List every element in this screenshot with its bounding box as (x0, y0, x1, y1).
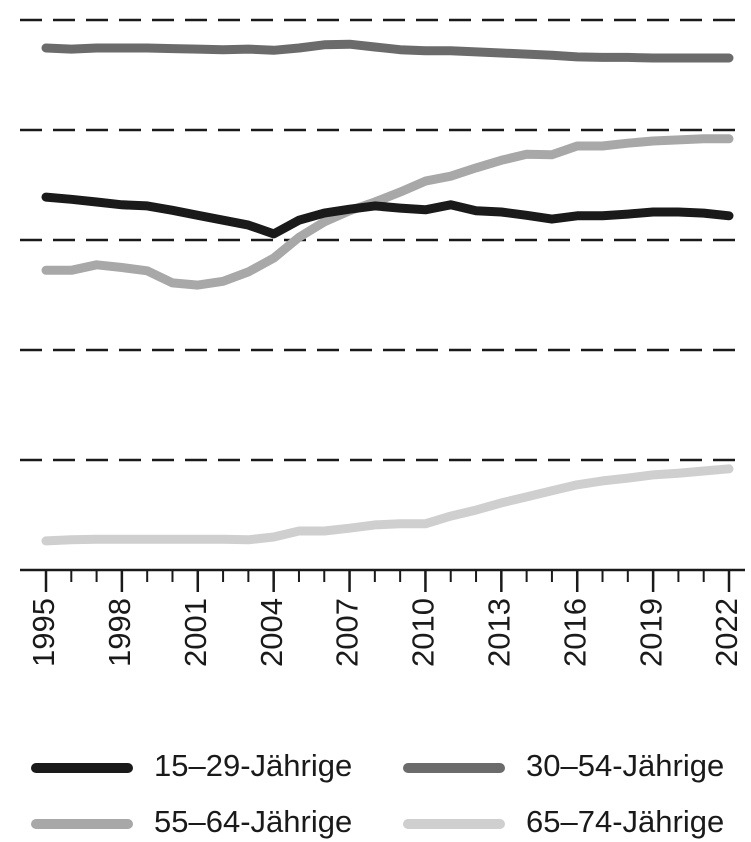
x-tick-label: 1998 (102, 598, 137, 667)
legend-label: 15–29-Jährige (154, 748, 352, 783)
x-tick-label: 2007 (330, 598, 365, 667)
series-line (41, 39, 734, 63)
x-tick-label: 2022 (709, 598, 744, 667)
x-tick-label: 2004 (254, 598, 289, 667)
x-tick-label: 2001 (178, 598, 213, 667)
series-line (41, 464, 734, 546)
x-tick-label: 2013 (482, 598, 517, 667)
x-tick-label: 2010 (406, 598, 441, 667)
legend-label: 30–54-Jährige (526, 748, 724, 783)
legend-label: 65–74-Jährige (526, 804, 724, 839)
legend-label: 55–64-Jährige (154, 804, 352, 839)
x-tick-label: 2019 (633, 598, 668, 667)
x-tick-label: 2016 (557, 598, 592, 667)
x-tick-label: 1995 (26, 598, 61, 667)
series-line (41, 192, 734, 239)
series-line (41, 134, 734, 290)
